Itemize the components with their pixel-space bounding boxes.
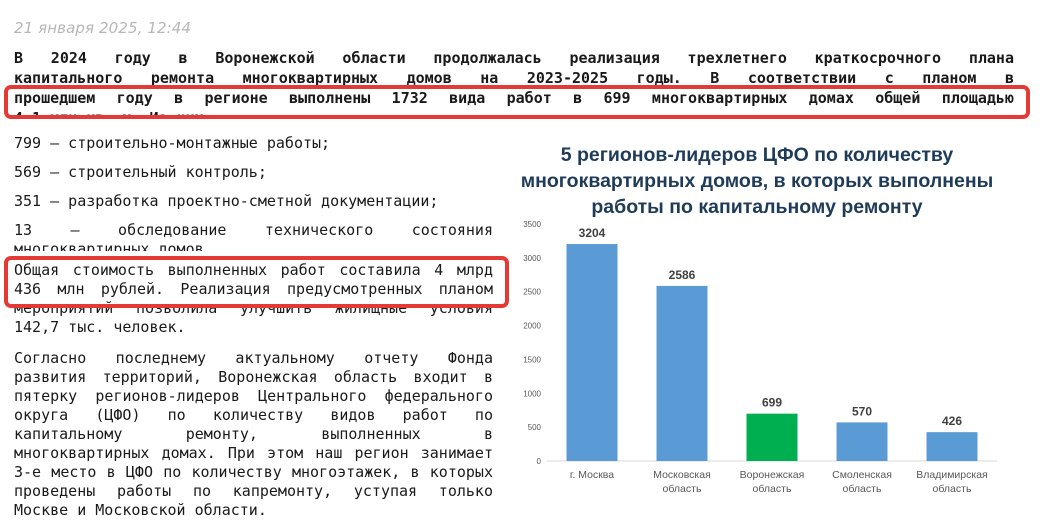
bar: [836, 422, 888, 461]
article-lead: В 2024 году в Воронежской области продол…: [14, 48, 1014, 120]
y-tick-label: 3000: [523, 254, 541, 263]
y-tick-label: 3500: [523, 220, 541, 229]
data-label: 3204: [579, 226, 606, 240]
cost-line: 436 млн рублей. Реализация предусмотренн…: [14, 280, 493, 298]
bar: [566, 244, 618, 461]
chart-title-line: работы по капитальному ремонту: [591, 196, 923, 218]
fund-line: округа (ЦФО) по количеству видов работ п…: [14, 406, 493, 424]
fund-line: 3-е место в ЦФО по количеству многоэтаже…: [14, 463, 493, 481]
lead-line: В 2024 году в Воронежской области продол…: [14, 49, 1014, 67]
bar-chart: 0 500 1000 1500 2000 2500 3000 3500 3204 г. Москв…: [523, 220, 997, 495]
y-tick-label: 2500: [523, 288, 541, 297]
data-label: 699: [762, 396, 782, 410]
y-tick-label: 0: [537, 457, 542, 466]
cost-line: мероприятий позволила улучшить жилищные …: [14, 299, 493, 317]
chart-title-line: 5 регионов-лидеров ЦФО по количеству: [560, 144, 954, 166]
bar: [656, 285, 708, 461]
data-label: 426: [942, 414, 962, 428]
lead-line: 4,1 млн кв. м. Из них:: [14, 109, 213, 119]
fund-line: проведены работы по капремонту, уступая …: [14, 482, 493, 500]
y-tick-label: 1500: [523, 355, 541, 364]
list-item: 351 – разработка проектно-сметной докуме…: [14, 192, 439, 210]
chart-title-line: многоквартирных домов, в которых выполне…: [520, 170, 994, 192]
article-body: 799 – строительно-монтажные работы; 569 …: [14, 134, 493, 520]
category-label: область: [933, 483, 972, 495]
data-label: 570: [852, 404, 872, 418]
list-item: 569 – строительный контроль;: [14, 163, 267, 181]
category-label: Московская: [653, 469, 711, 481]
highlight-box: [4, 256, 509, 308]
y-tick-label: 500: [528, 423, 542, 432]
y-tick-label: 2000: [523, 322, 541, 331]
list-item: 799 – строительно-монтажные работы;: [14, 134, 331, 152]
lead-line: капитального ремонта многоквартирных дом…: [14, 69, 1014, 87]
fund-line: многоквартирных домах. При этом наш реги…: [14, 444, 493, 462]
list-item: 13 – обследование технического состояния…: [14, 221, 493, 251]
category-label: г. Москва: [570, 469, 614, 481]
lead-line: прошедшем году в регионе выполнены 1732 …: [14, 89, 1014, 107]
cost-line: 142,7 тыс. человек.: [14, 318, 186, 336]
category-label: область: [843, 483, 882, 495]
category-label: область: [663, 483, 702, 495]
article-date: 21 января 2025, 12:44: [14, 19, 192, 37]
category-label: область: [753, 483, 792, 495]
category-label: Смоленская: [832, 469, 892, 481]
fund-line: Москве и Московской области.: [14, 501, 267, 519]
fund-line: развития территорий, Воронежская область…: [14, 368, 493, 386]
bar: [746, 413, 798, 461]
fund-line: капитальному ремонту, выполненных в: [14, 425, 493, 443]
category-label: Воронежская: [740, 469, 805, 481]
highlight-box: [4, 85, 1030, 119]
cost-line: Общая стоимость выполненных работ состав…: [14, 261, 493, 279]
bar: [926, 432, 978, 461]
category-label: Владимирская: [916, 469, 988, 481]
fund-line: Согласно последнему актуальному отчету Ф…: [14, 349, 493, 367]
y-tick-label: 1000: [523, 389, 541, 398]
fund-line: пятерку регионов-лидеров Центрального фе…: [14, 387, 493, 405]
list-item-line: 13 – обследование технического состояния: [14, 221, 493, 239]
fund-paragraph: Согласно последнему актуальному отчету Ф…: [14, 349, 493, 520]
cost-paragraph: Общая стоимость выполненных работ состав…: [14, 261, 493, 337]
list-item-line: многоквартирных домов.: [14, 240, 213, 251]
data-label: 2586: [669, 268, 696, 282]
chart-title: 5 регионов-лидеров ЦФО по количеству мно…: [512, 142, 1002, 220]
